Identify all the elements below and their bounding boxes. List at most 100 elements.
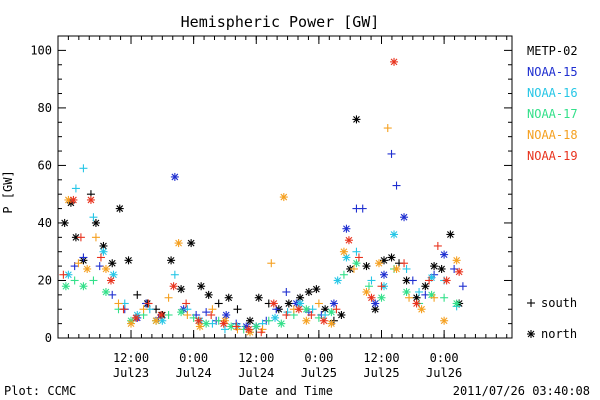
data-point-south [332,305,341,314]
plot-border [57,35,513,339]
data-point-north [296,299,305,308]
data-points [59,57,467,337]
x-tick-label-date: Jul23 [113,366,149,380]
data-point-south [257,328,266,337]
data-point-north [127,319,136,328]
data-point-north [304,287,313,296]
data-point-north [319,316,328,325]
data-point-north [362,262,371,271]
data-point-north [412,299,421,308]
data-point-north [245,316,254,325]
data-point-north [294,305,303,314]
y-tick-label: 100 [30,43,52,57]
x-axis-label: Date and Time [239,384,333,398]
data-point-north [83,264,92,273]
data-point-south [383,124,392,133]
legend-entry: NOAA-15 [527,65,578,79]
data-point-north [390,57,399,66]
data-point-north [170,172,179,181]
data-point-north [108,259,117,268]
marker-legend-symbol [527,299,535,307]
plot-timestamp: 2011/07/26 03:40:08 [453,384,590,398]
legend: METP-02 NOAA-15 NOAA-16 NOAA-17 NOAA-18 NOAA-… [527,44,578,163]
y-tick-label: 60 [38,158,52,172]
data-point-north [106,276,115,285]
data-point-north [86,195,95,204]
legend-entry: NOAA-18 [527,128,578,142]
data-point-south [170,270,179,279]
data-point-south [392,181,401,190]
data-point-north [377,293,386,302]
data-point-north [302,316,311,325]
data-point-south [425,276,434,285]
data-point-south [415,287,424,296]
data-point-north [79,282,88,291]
data-point-south [119,305,128,314]
data-point-north [157,310,166,319]
data-point-north [169,282,178,291]
data-point-north [440,316,449,325]
data-point-south [79,164,88,173]
y-tick-label: 20 [38,273,52,287]
data-point-south [59,270,68,279]
data-point-south [139,305,148,314]
data-point-south [433,241,442,250]
y-tick-label: 80 [38,101,52,115]
legend-entry: NOAA-17 [527,107,578,121]
data-point-north [371,299,380,308]
x-tick-label-time: 0:00 [430,351,459,365]
data-point-south [377,282,386,291]
data-point-south [339,270,348,279]
y-axis-label: P [GW] [1,170,15,213]
data-point-south [183,310,192,319]
data-point-north [269,299,278,308]
data-point-south [182,299,191,308]
data-point-south [95,262,104,271]
data-point-north [437,264,446,273]
data-point-south [208,305,217,314]
data-point-south [108,290,117,299]
data-point-south [264,316,273,325]
series-noaa-17 [61,259,461,334]
data-point-south [354,253,363,262]
data-point-north [337,310,346,319]
data-point-north [417,305,426,314]
data-point-north [342,224,351,233]
data-point-north [402,276,411,285]
data-point-south [282,287,291,296]
x-tick-label-date: Jul25 [301,366,337,380]
data-point-south [76,233,85,242]
data-point-north [224,293,233,302]
plot-area [57,35,513,339]
data-point-north [440,250,449,259]
data-point-south [89,213,98,222]
data-point-south [408,276,417,285]
y-tick-labels: 0 20 40 60 80 100 [30,43,52,345]
legend-entry: NOAA-16 [527,86,578,100]
data-point-south [164,293,173,302]
data-point-south [207,310,216,319]
data-point-south [164,310,173,319]
data-point-north [60,218,69,227]
data-point-south [440,293,449,302]
data-point-north [252,322,261,331]
data-point-south [321,310,330,319]
data-point-north [327,319,336,328]
y-tick-label: 40 [38,216,52,230]
data-point-south [233,305,242,314]
data-point-north [400,213,409,222]
series-metp-02 [60,115,464,325]
data-point-north [390,230,399,239]
data-point-north [177,285,186,294]
data-point-south [96,253,105,262]
data-point-north [219,319,228,328]
x-tick-label-time: 12:00 [363,351,399,365]
data-point-north [339,247,348,256]
data-point-north [204,290,213,299]
data-point-north [174,239,183,248]
data-point-north [194,316,203,325]
data-point-south [232,322,241,331]
data-point-south [358,204,367,213]
data-point-north [442,276,451,285]
data-point-north [327,308,336,317]
